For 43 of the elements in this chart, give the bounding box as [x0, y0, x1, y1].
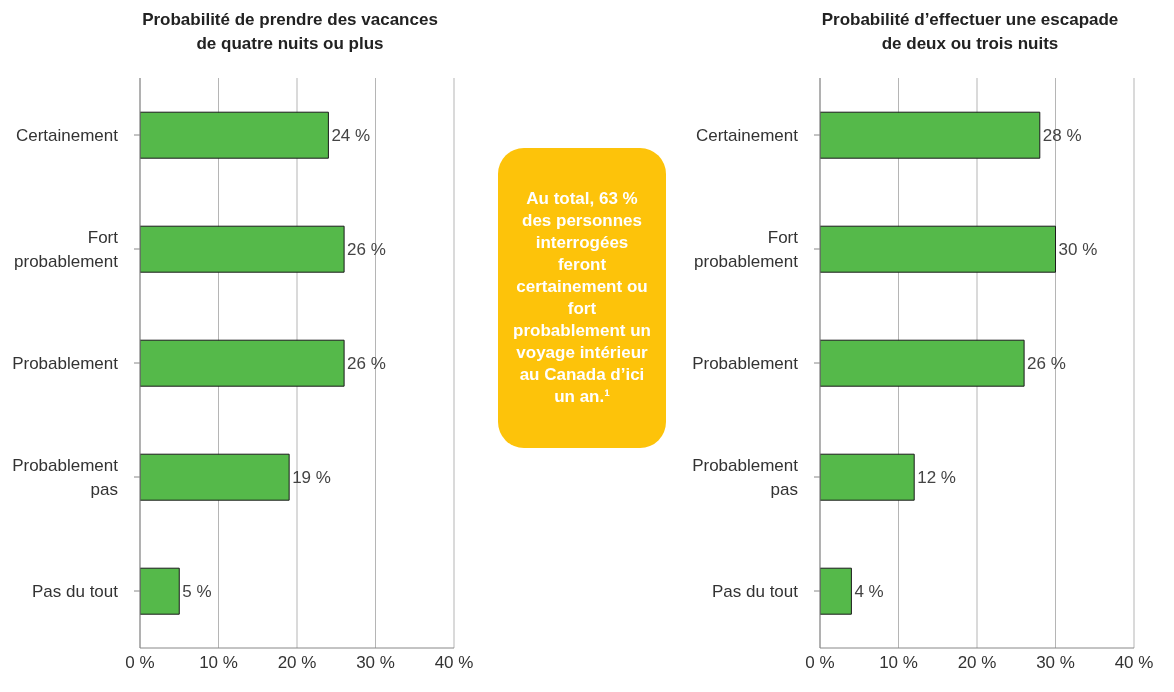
data-label: 4 % — [854, 582, 884, 602]
y-tick-label: Fort probablement — [694, 227, 799, 271]
y-tick-label: Pas du tout — [711, 581, 799, 601]
x-tick-label: 10 % — [199, 653, 238, 673]
y-tick-label: Fort probablement — [14, 227, 119, 271]
data-label: 26 % — [1027, 354, 1066, 374]
data-label: 19 % — [292, 468, 331, 488]
x-tick-label: 0 % — [125, 653, 155, 673]
bar — [820, 111, 1041, 159]
y-tick-label: Certainement — [695, 125, 799, 145]
x-tick-label: 30 % — [1036, 653, 1075, 673]
y-tick-label: Probablement — [692, 353, 799, 373]
x-tick-label: 40 % — [1114, 653, 1154, 673]
data-label: 30 % — [1058, 240, 1098, 260]
bar — [140, 111, 329, 159]
y-tick-label: Certainement — [15, 125, 119, 145]
bar — [140, 225, 345, 273]
bar — [140, 453, 290, 501]
x-tick-label: 10 % — [879, 653, 918, 673]
text: Au total, 63 % des personnes interrogées feront certainement ou fort probablement un voyage intérieur au Canada d’ici un an.¹ — [513, 189, 651, 406]
y-tick-label: Probablement — [12, 353, 119, 373]
data-label: 26 % — [347, 354, 386, 374]
data-label: 26 % — [347, 240, 386, 260]
bar — [140, 567, 180, 615]
data-label: 28 % — [1042, 126, 1082, 146]
x-tick-label: 30 % — [356, 653, 395, 673]
bar — [820, 225, 1056, 273]
y-tick-label: Pas du tout — [31, 581, 119, 601]
data-label: 24 % — [331, 126, 371, 146]
x-tick-label: 0 % — [805, 653, 835, 673]
y-tick-label: Probablement pas — [12, 455, 119, 499]
chart-title: Probabilité de prendre des vacances de quatre nuits ou plus — [141, 9, 439, 55]
bar — [140, 339, 345, 387]
x-tick-label: 20 % — [957, 653, 997, 673]
bar — [820, 567, 852, 615]
data-label: 5 % — [182, 582, 212, 602]
chart-title: Probabilité d’effectuer une escapade de deux ou trois nuits — [820, 9, 1120, 55]
x-tick-label: 40 % — [434, 653, 474, 673]
data-label: 12 % — [917, 468, 956, 488]
bar — [820, 339, 1025, 387]
bar — [820, 453, 915, 501]
y-tick-label: Probablement pas — [692, 455, 799, 499]
x-tick-label: 20 % — [277, 653, 317, 673]
